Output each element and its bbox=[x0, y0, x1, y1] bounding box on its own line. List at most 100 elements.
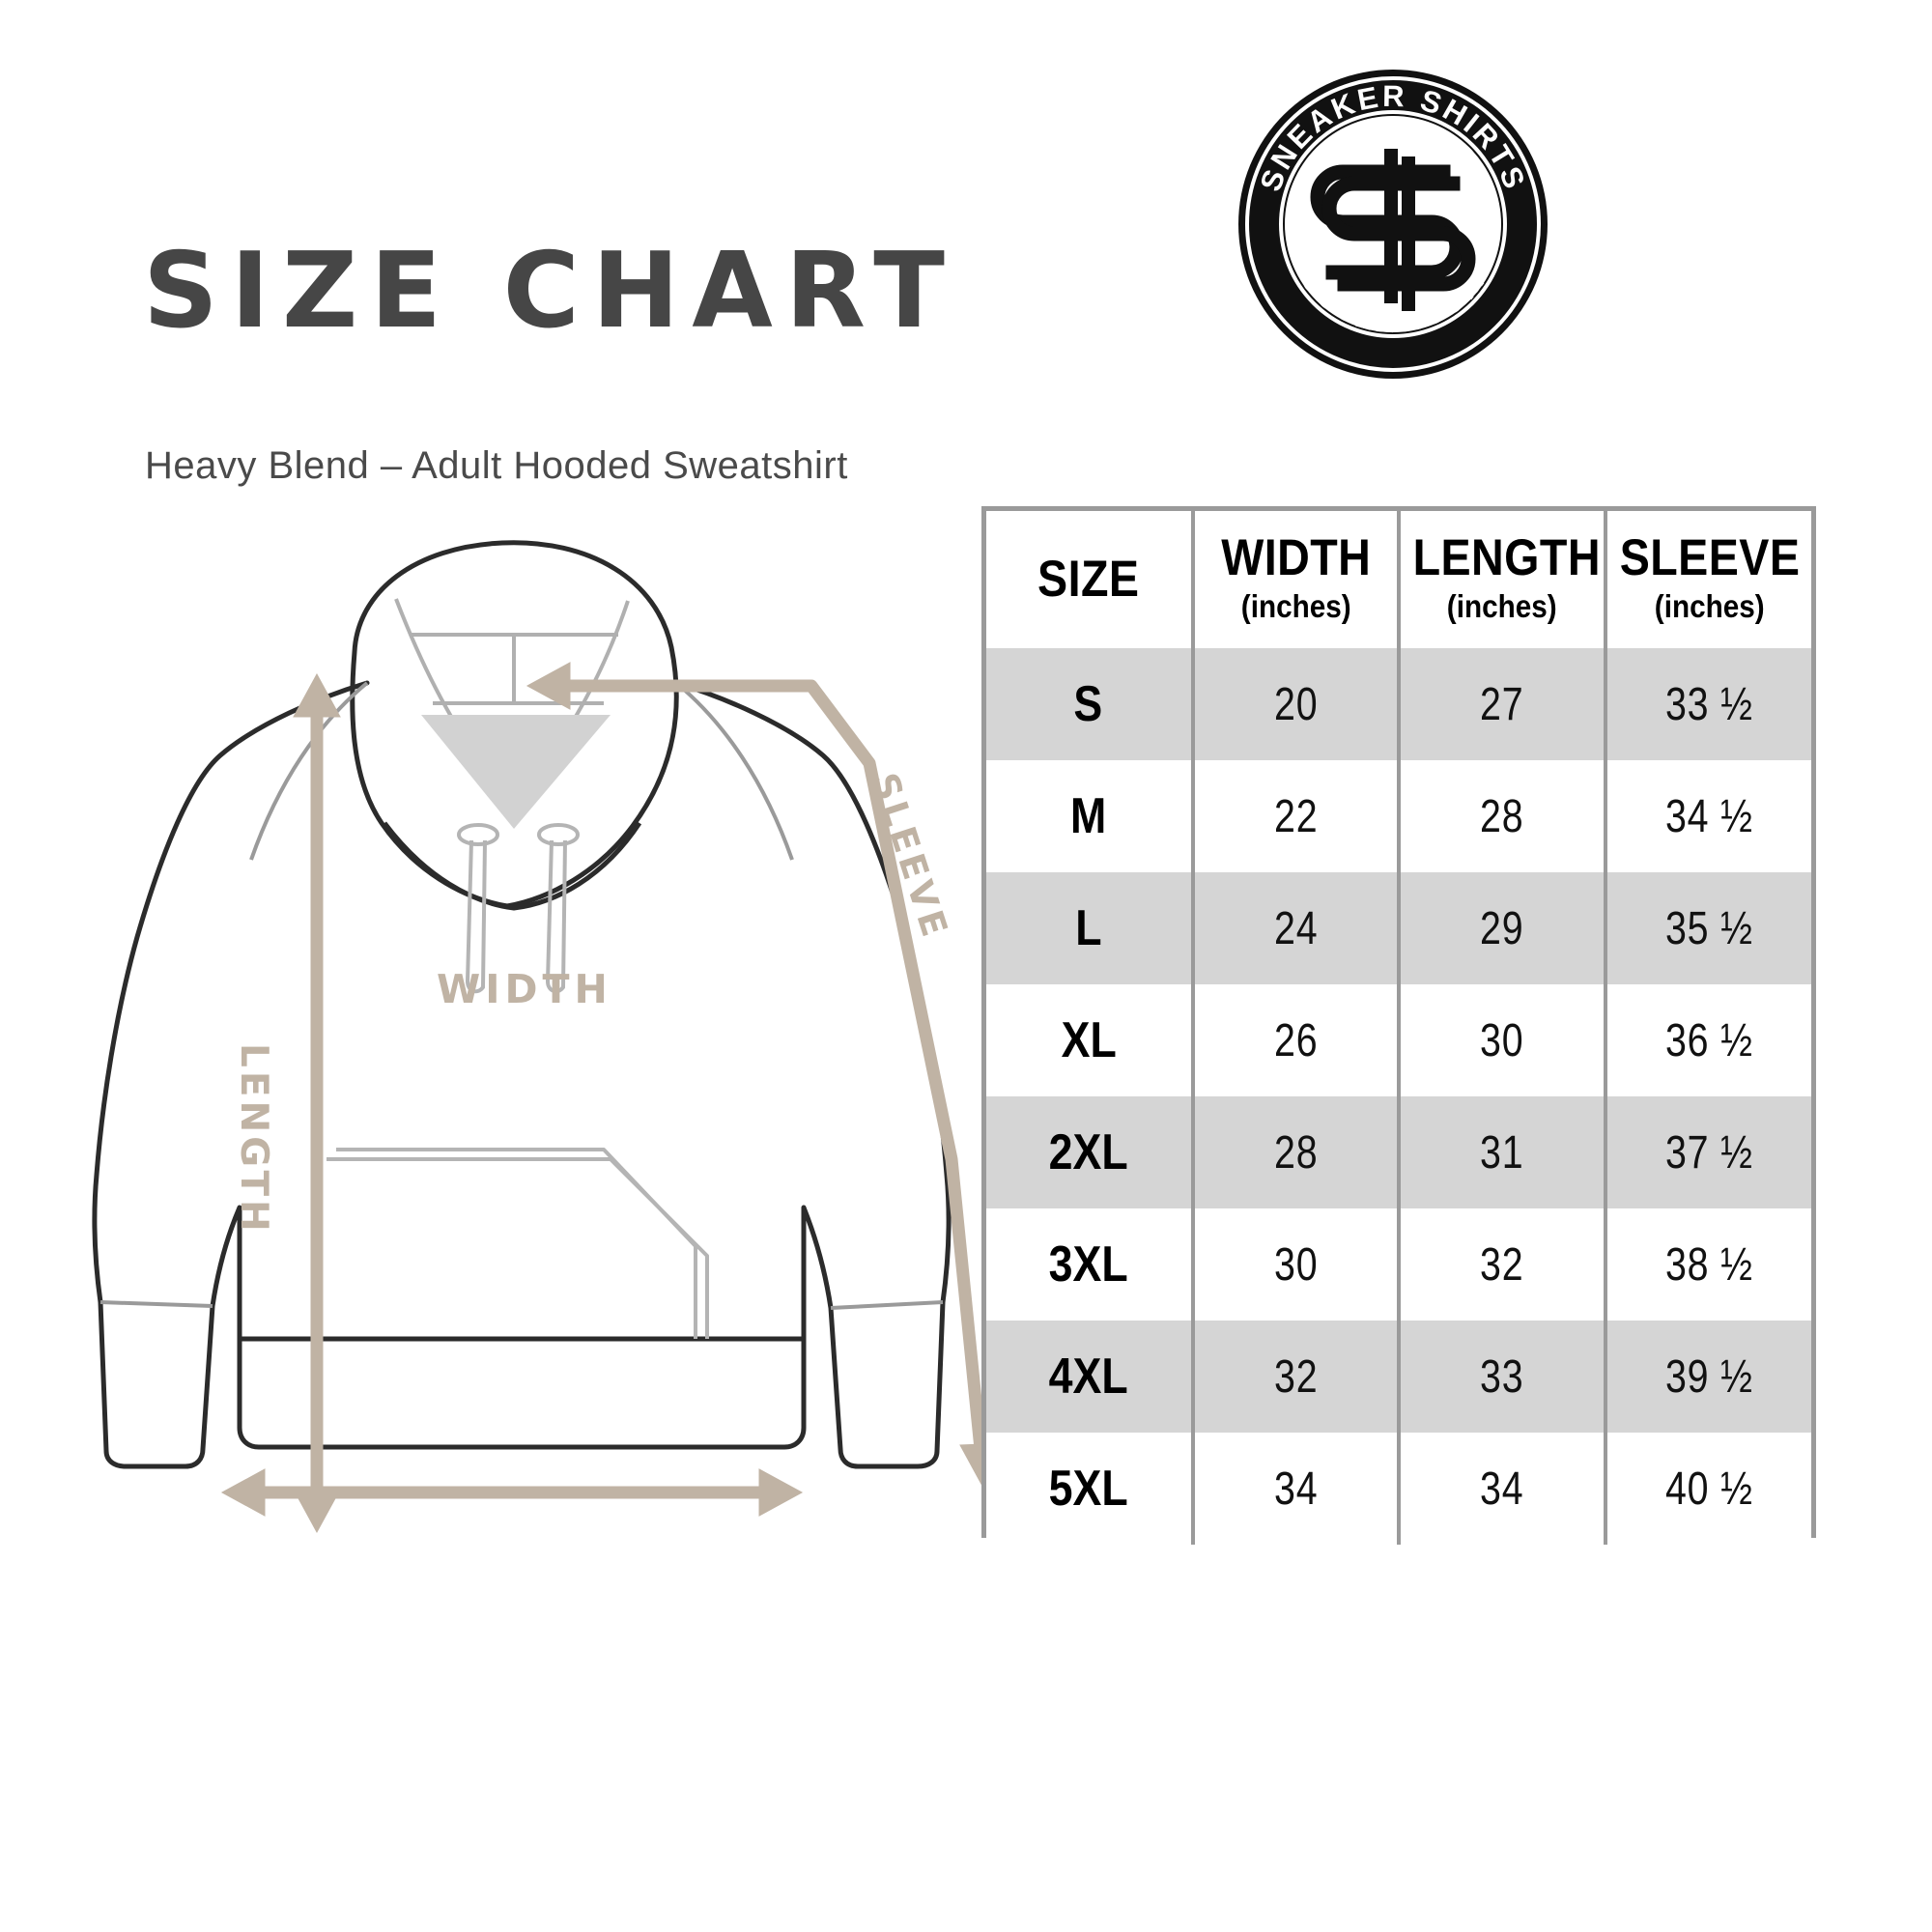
column-header-length-unit: (inches) bbox=[1446, 587, 1557, 624]
cell-size: S bbox=[986, 648, 1195, 760]
cell-width-value: 24 bbox=[1273, 902, 1318, 954]
shoulder-seams bbox=[249, 681, 794, 861]
cell-width: 20 bbox=[1192, 648, 1401, 760]
cell-size-value: S bbox=[1073, 676, 1103, 732]
cell-length-value: 32 bbox=[1480, 1238, 1524, 1291]
cell-width: 22 bbox=[1192, 760, 1401, 872]
cell-width-value: 30 bbox=[1273, 1238, 1318, 1291]
table-row: L 24 29 35 ½ bbox=[986, 872, 1811, 984]
cell-sleeve: 34 ½ bbox=[1605, 760, 1811, 872]
cell-size: M bbox=[986, 760, 1195, 872]
cell-sleeve: 39 ½ bbox=[1605, 1321, 1811, 1433]
hoodie-illustration bbox=[77, 483, 985, 1555]
drawstrings bbox=[457, 823, 580, 994]
column-header-sleeve-label: SLEEVE bbox=[1619, 528, 1800, 586]
cell-size: L bbox=[986, 872, 1195, 984]
cell-width-value: 20 bbox=[1273, 678, 1318, 730]
cell-length: 28 bbox=[1399, 760, 1607, 872]
cell-size-value: 3XL bbox=[1048, 1236, 1128, 1293]
cell-length-value: 31 bbox=[1480, 1126, 1524, 1179]
column-header-width-label: WIDTH bbox=[1220, 528, 1371, 586]
table-row: 4XL 32 33 39 ½ bbox=[986, 1321, 1811, 1433]
cell-width-value: 28 bbox=[1273, 1126, 1318, 1179]
waistband bbox=[237, 1336, 807, 1450]
cell-sleeve-value: 40 ½ bbox=[1664, 1463, 1753, 1515]
cell-sleeve-value: 35 ½ bbox=[1664, 902, 1753, 954]
cell-length: 34 bbox=[1399, 1433, 1607, 1545]
table-row: 2XL 28 31 37 ½ bbox=[986, 1096, 1811, 1208]
cell-width: 28 bbox=[1192, 1096, 1401, 1208]
cell-width-value: 26 bbox=[1273, 1014, 1318, 1066]
cell-length-value: 30 bbox=[1480, 1014, 1524, 1066]
table-row: XL 26 30 36 ½ bbox=[986, 984, 1811, 1096]
cell-size-value: 2XL bbox=[1048, 1124, 1128, 1180]
cell-sleeve-value: 38 ½ bbox=[1664, 1238, 1753, 1291]
table-row: 5XL 34 34 40 ½ bbox=[986, 1433, 1811, 1545]
cell-size-value: M bbox=[1070, 788, 1107, 844]
neck-line bbox=[383, 821, 642, 911]
column-header-width: WIDTH (inches) bbox=[1192, 511, 1401, 648]
cell-size: 4XL bbox=[986, 1321, 1195, 1433]
column-header-width-unit: (inches) bbox=[1240, 587, 1351, 624]
hood-outline bbox=[350, 540, 679, 909]
column-header-size-label: SIZE bbox=[1037, 550, 1140, 608]
table-header-row: SIZE WIDTH (inches) LENGTH (inches) SLEE… bbox=[986, 511, 1811, 648]
brand-logo: SNEAKER SHIRTS OUTLET.COM bbox=[1229, 60, 1557, 388]
cell-size: 2XL bbox=[986, 1096, 1195, 1208]
page-subtitle: Heavy Blend – Adult Hooded Sweatshirt bbox=[145, 444, 848, 487]
cell-size-value: L bbox=[1075, 900, 1102, 956]
logo-monogram-bars bbox=[1384, 149, 1415, 311]
table-body: S 20 27 33 ½ M 22 28 34 ½ L 24 29 35 ½ XL 26 30 36 ½ 2XL… bbox=[986, 648, 1811, 1545]
page-title: SIZE CHART bbox=[143, 231, 957, 352]
column-header-size: SIZE bbox=[986, 511, 1195, 648]
cell-sleeve-value: 37 ½ bbox=[1664, 1126, 1753, 1179]
cell-length-value: 29 bbox=[1480, 902, 1524, 954]
cell-sleeve: 33 ½ bbox=[1605, 648, 1811, 760]
cell-sleeve: 35 ½ bbox=[1605, 872, 1811, 984]
cell-length: 33 bbox=[1399, 1321, 1607, 1433]
table-row: S 20 27 33 ½ bbox=[986, 648, 1811, 760]
cell-length-value: 34 bbox=[1480, 1463, 1524, 1515]
length-arrow bbox=[293, 672, 341, 1534]
cell-length-value: 27 bbox=[1480, 678, 1524, 730]
column-header-length: LENGTH (inches) bbox=[1399, 511, 1607, 648]
kangaroo-pocket bbox=[327, 1148, 709, 1339]
cell-sleeve: 36 ½ bbox=[1605, 984, 1811, 1096]
sleeve-arrow bbox=[526, 662, 985, 1490]
cell-width-value: 22 bbox=[1273, 790, 1318, 842]
cell-length-value: 33 bbox=[1480, 1350, 1524, 1403]
size-chart-table: SIZE WIDTH (inches) LENGTH (inches) SLEE… bbox=[981, 506, 1816, 1545]
cell-size: XL bbox=[986, 984, 1195, 1096]
cell-size-value: XL bbox=[1061, 1012, 1117, 1068]
cell-size: 3XL bbox=[986, 1208, 1195, 1321]
cell-width: 24 bbox=[1192, 872, 1401, 984]
cell-sleeve: 38 ½ bbox=[1605, 1208, 1811, 1321]
cell-length: 31 bbox=[1399, 1096, 1607, 1208]
table-row: M 22 28 34 ½ bbox=[986, 760, 1811, 872]
column-header-length-label: LENGTH bbox=[1412, 528, 1601, 586]
column-header-sleeve: SLEEVE (inches) bbox=[1605, 511, 1811, 648]
width-label: WIDTH bbox=[437, 966, 612, 1012]
measurement-arrows bbox=[220, 662, 985, 1534]
cuff-lines bbox=[99, 1300, 944, 1310]
cell-width: 30 bbox=[1192, 1208, 1401, 1321]
cell-width: 34 bbox=[1192, 1433, 1401, 1545]
cell-length: 32 bbox=[1399, 1208, 1607, 1321]
table-row: 3XL 30 32 38 ½ bbox=[986, 1208, 1811, 1321]
length-label: LENGTH bbox=[232, 1043, 275, 1236]
cell-size: 5XL bbox=[986, 1433, 1195, 1545]
cell-size-value: 4XL bbox=[1048, 1349, 1128, 1405]
hood-v-insert bbox=[421, 715, 611, 829]
cell-width: 26 bbox=[1192, 984, 1401, 1096]
cell-length-value: 28 bbox=[1480, 790, 1524, 842]
cell-sleeve-value: 33 ½ bbox=[1664, 678, 1753, 730]
cell-width-value: 32 bbox=[1273, 1350, 1318, 1403]
cell-length: 27 bbox=[1399, 648, 1607, 760]
cell-width: 32 bbox=[1192, 1321, 1401, 1433]
cell-length: 30 bbox=[1399, 984, 1607, 1096]
cell-width-value: 34 bbox=[1273, 1463, 1318, 1515]
cell-sleeve: 37 ½ bbox=[1605, 1096, 1811, 1208]
cell-sleeve-value: 36 ½ bbox=[1664, 1014, 1753, 1066]
cell-size-value: 5XL bbox=[1048, 1461, 1128, 1517]
